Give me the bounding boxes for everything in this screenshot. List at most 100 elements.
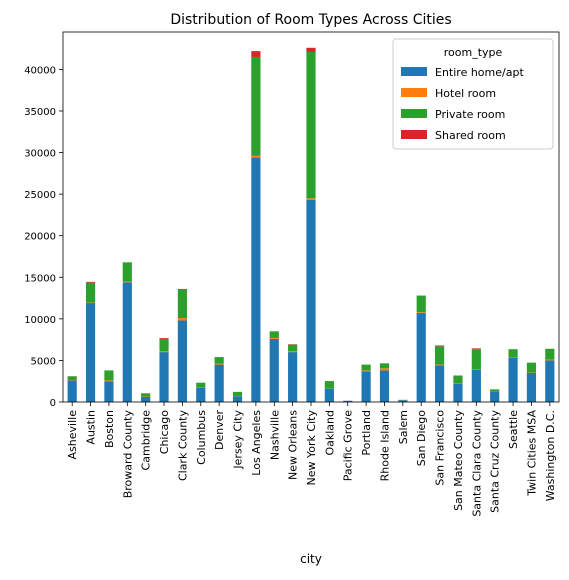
bar-segment	[104, 380, 113, 381]
bar-segment	[251, 156, 260, 158]
bar-segment	[123, 281, 132, 282]
bar-segment	[178, 321, 187, 402]
legend-swatch	[401, 88, 427, 97]
bar-segment	[251, 51, 260, 57]
x-tick-label: Broward County	[121, 410, 134, 499]
bar-segment	[233, 392, 242, 396]
bar-segment	[251, 158, 260, 402]
x-tick-label: Jersey City	[232, 410, 245, 470]
bar-segment	[490, 391, 499, 402]
legend-swatch	[401, 109, 427, 118]
x-tick-label: Pacific Grove	[342, 410, 355, 482]
bar-segment	[453, 376, 462, 383]
y-tick-label: 25000	[24, 190, 56, 201]
bar-segment	[233, 396, 242, 402]
bar-segment	[527, 363, 536, 373]
legend: room_type Entire home/apt Hotel room Privat…	[393, 39, 553, 149]
x-tick-label: Asheville	[66, 410, 79, 460]
bar-segment	[251, 57, 260, 156]
bar-segment	[472, 349, 481, 369]
bar-segment	[215, 365, 224, 402]
bar-segment	[435, 345, 444, 346]
x-tick-label: Santa Cruz County	[489, 410, 502, 513]
x-tick-label: San Francisco	[434, 410, 447, 486]
bar-segment	[545, 360, 554, 361]
bar-segment	[417, 312, 426, 313]
y-tick-label: 35000	[24, 107, 56, 118]
bar-segment	[380, 368, 389, 370]
bar-segment	[362, 365, 371, 371]
x-tick-label: San Mateo County	[452, 410, 465, 511]
bar-segment	[306, 198, 315, 200]
bar-segment	[508, 358, 517, 402]
bar-segment	[380, 363, 389, 368]
bar-segment	[141, 397, 150, 402]
x-tick-label: New Orleans	[287, 410, 300, 480]
chart-title: Distribution of Room Types Across Cities	[170, 12, 451, 28]
x-tick-label: Nashville	[268, 410, 281, 460]
x-tick-label: Cambridge	[140, 410, 153, 471]
x-axis-label: city	[300, 552, 322, 566]
bar-segment	[325, 381, 334, 388]
legend-label: Entire home/apt	[435, 66, 524, 79]
bar-segment	[527, 373, 536, 402]
legend-label: Shared room	[435, 129, 506, 142]
legend-title: room_type	[444, 46, 503, 59]
x-tick-label: Seattle	[507, 410, 520, 449]
bar-segment	[435, 365, 444, 366]
bar-segment	[435, 365, 444, 402]
bar-segment	[270, 339, 279, 402]
bar-segment	[178, 318, 187, 320]
y-tick-label: 40000	[24, 65, 56, 76]
legend-label: Private room	[435, 108, 505, 121]
bar-segment	[435, 346, 444, 364]
legend-label: Hotel room	[435, 87, 496, 100]
bar-segment	[196, 388, 205, 402]
bar-segment	[270, 331, 279, 338]
x-tick-label: Rhode Island	[378, 410, 391, 481]
y-tick-label: 20000	[24, 232, 56, 243]
y-tick-label: 30000	[24, 149, 56, 160]
bar-segment	[306, 200, 315, 402]
x-tick-label: Oakland	[323, 410, 336, 456]
bar-segment	[196, 383, 205, 388]
bar-segment	[288, 345, 297, 352]
x-tick-label: Austin	[85, 410, 98, 445]
bar-segment	[159, 352, 168, 402]
bar-segment	[288, 352, 297, 402]
bar-segment	[86, 282, 95, 283]
y-tick-label: 15000	[24, 273, 56, 284]
x-axis: Asheville Austin Boston Broward County Cambr…	[66, 402, 557, 517]
x-tick-label: Denver	[213, 410, 226, 450]
bar-segment	[288, 351, 297, 352]
x-tick-label: Santa Clara County	[470, 410, 483, 517]
x-tick-label: Boston	[103, 410, 116, 448]
bar-segment	[178, 290, 187, 318]
bar-segment	[270, 338, 279, 339]
x-tick-label: Portland	[360, 410, 373, 456]
bar-segment	[123, 262, 132, 281]
bar-segment	[141, 393, 150, 396]
bar-segment	[68, 376, 77, 380]
bar-segment	[178, 289, 187, 290]
bar-segment	[472, 348, 481, 349]
x-tick-label: Twin Cities MSA	[525, 410, 538, 497]
y-tick-label: 10000	[24, 315, 56, 326]
x-tick-label: Chicago	[158, 410, 171, 454]
bar-segment	[104, 370, 113, 380]
x-tick-label: Salem	[397, 410, 410, 444]
bar-segment	[306, 52, 315, 198]
bar-segment	[123, 282, 132, 402]
bar-segment	[159, 351, 168, 352]
bar-segment	[453, 384, 462, 402]
bar-segment	[417, 296, 426, 313]
bar-segment	[86, 303, 95, 402]
x-tick-label: Clark County	[176, 410, 189, 482]
bar-segment	[508, 349, 517, 357]
bar-segment	[159, 339, 168, 351]
bar-segment	[68, 380, 77, 402]
bar-segment	[86, 283, 95, 303]
legend-swatch	[401, 67, 427, 76]
x-tick-label: Washington D.C.	[544, 410, 557, 501]
